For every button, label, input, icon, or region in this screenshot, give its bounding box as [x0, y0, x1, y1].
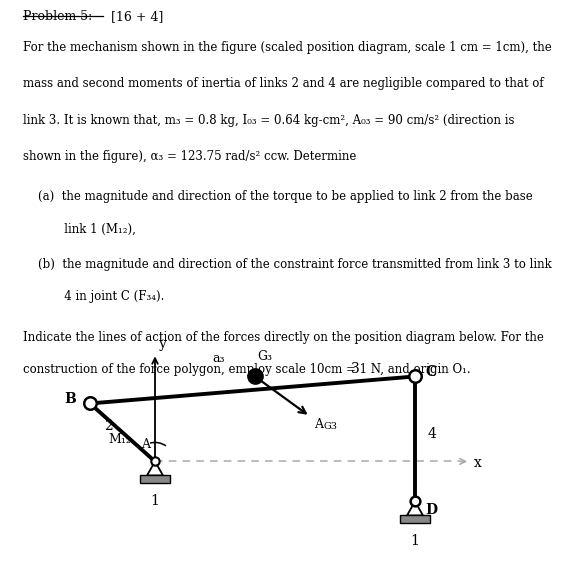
Bar	[400, 516, 430, 523]
Text: For the mechanism shown in the figure (scaled position diagram, scale 1 cm = 1cm: For the mechanism shown in the figure (s…	[23, 41, 552, 54]
Text: G₃: G₃	[257, 350, 272, 364]
Text: Indicate the lines of action of the forces directly on the position diagram belo: Indicate the lines of action of the forc…	[23, 331, 544, 343]
Text: x: x	[474, 456, 482, 470]
Text: y: y	[159, 338, 167, 352]
Text: M₁₂: M₁₂	[108, 433, 131, 446]
Text: 2: 2	[104, 420, 112, 434]
Text: 3: 3	[351, 363, 360, 377]
Text: Problem 5:: Problem 5:	[23, 10, 93, 23]
Text: a₃: a₃	[212, 352, 225, 365]
Text: mass and second moments of inertia of links 2 and 4 are negligible compared to t: mass and second moments of inertia of li…	[23, 77, 544, 90]
Text: A: A	[314, 418, 323, 431]
Text: construction of the force polygon, employ scale 10cm = 1 N, and origin O₁.: construction of the force polygon, emplo…	[23, 363, 471, 377]
Text: [16 + 4]: [16 + 4]	[103, 10, 163, 23]
Text: link 1 (M₁₂),: link 1 (M₁₂),	[23, 223, 136, 236]
Text: D: D	[425, 503, 437, 517]
Text: 1: 1	[411, 534, 419, 548]
Text: (a)  the magnitude and direction of the torque to be applied to link 2 from the : (a) the magnitude and direction of the t…	[23, 190, 533, 203]
Text: G3: G3	[323, 423, 337, 431]
Text: A: A	[141, 438, 150, 452]
Text: shown in the figure), α₃ = 123.75 rad/s² ccw. Determine: shown in the figure), α₃ = 123.75 rad/s²…	[23, 150, 357, 163]
Text: 1: 1	[151, 495, 159, 509]
Text: C: C	[425, 365, 436, 379]
Text: (b)  the magnitude and direction of the constraint force transmitted from link 3: (b) the magnitude and direction of the c…	[23, 258, 552, 271]
Bar	[140, 475, 170, 484]
Text: link 3. It is known that, m₃ = 0.8 kg, I₀₃ = 0.64 kg-cm², A₀₃ = 90 cm/s² (direct: link 3. It is known that, m₃ = 0.8 kg, I…	[23, 113, 515, 127]
Text: 4: 4	[427, 427, 437, 442]
Text: B: B	[64, 392, 76, 406]
Text: 4 in joint C (F₃₄).: 4 in joint C (F₃₄).	[23, 290, 164, 303]
